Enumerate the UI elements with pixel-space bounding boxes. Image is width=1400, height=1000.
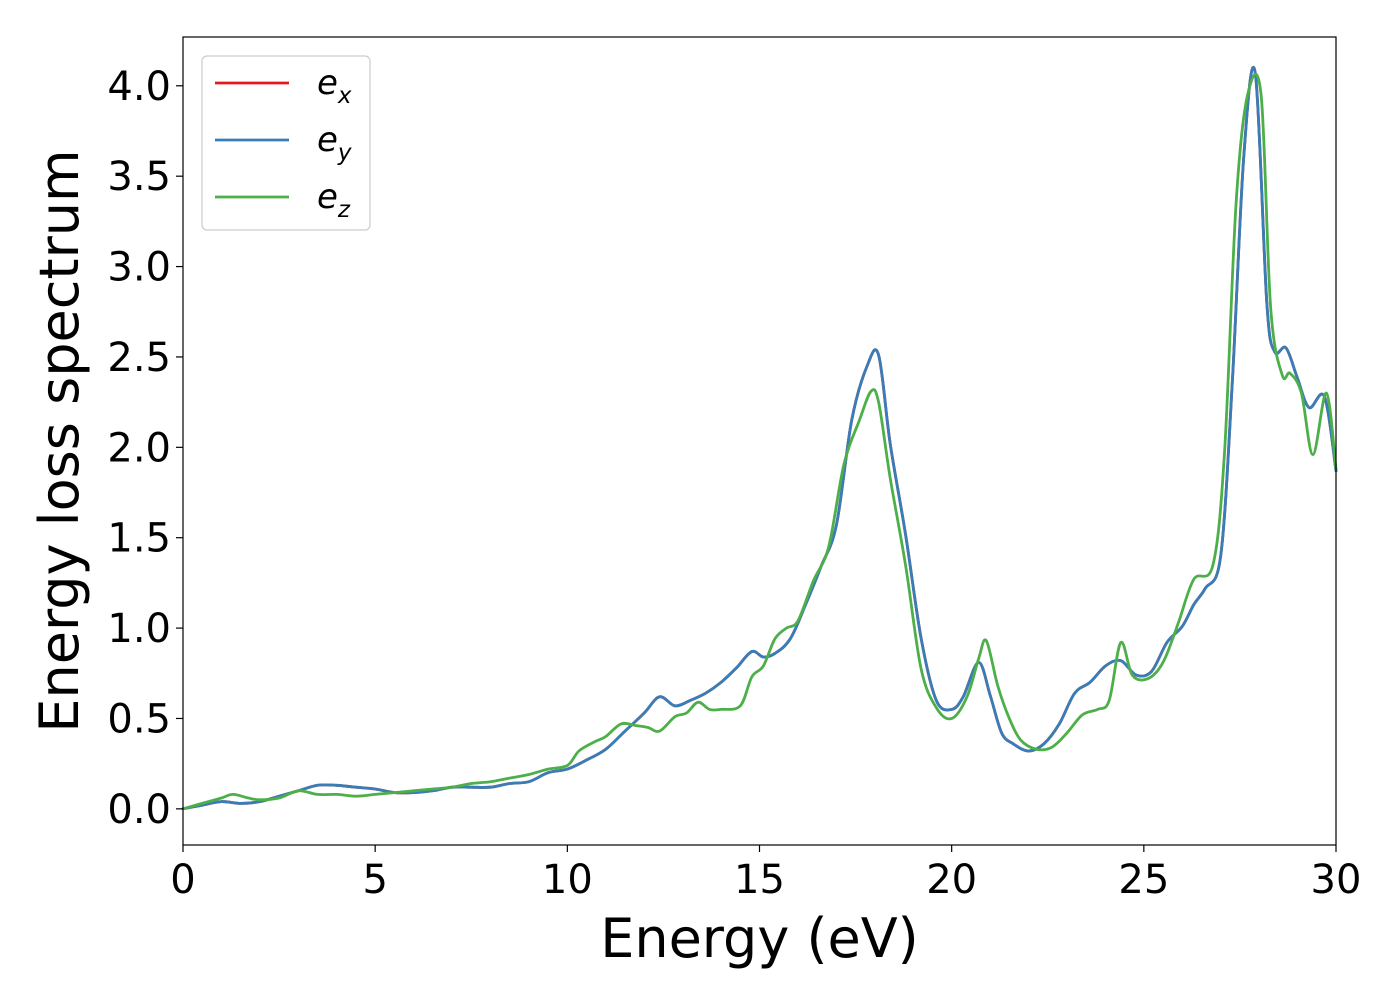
y-tick-label: 0.0 <box>107 787 171 833</box>
x-tick-label: 20 <box>926 857 977 903</box>
series-line-y <box>181 65 1338 811</box>
y-tick-label: 3.5 <box>107 154 171 200</box>
plot-area <box>183 37 1336 845</box>
series-lines <box>181 65 1338 811</box>
series-line-z <box>181 72 1338 811</box>
x-tick-label: 0 <box>170 857 195 903</box>
legend: ex ey ez <box>201 55 371 231</box>
x-tick-label: 25 <box>1118 857 1169 903</box>
x-axis-label: Energy (eV) <box>600 907 919 970</box>
legend-label-y: ey <box>317 120 352 166</box>
y-axis-ticks: 0.0 0.5 1.0 1.5 2.0 2.5 3.0 3.5 4.0 <box>107 64 183 833</box>
x-tick-label: 30 <box>1311 857 1362 903</box>
y-tick-label: 1.5 <box>107 516 171 562</box>
y-tick-label: 3.0 <box>107 245 171 291</box>
y-tick-label: 1.0 <box>107 606 171 652</box>
x-tick-label: 15 <box>734 857 785 903</box>
y-tick-label: 2.0 <box>107 425 171 471</box>
legend-box <box>201 55 371 231</box>
y-tick-label: 2.5 <box>107 335 171 381</box>
y-axis-label: Energy loss spectrum <box>28 149 91 732</box>
x-tick-label: 5 <box>362 857 387 903</box>
y-tick-label: 0.5 <box>107 696 171 742</box>
legend-label-x: ex <box>317 63 352 109</box>
y-tick-label: 4.0 <box>107 64 171 110</box>
legend-label-z: ez <box>317 177 351 223</box>
x-tick-label: 10 <box>542 857 593 903</box>
x-axis-ticks: 0 5 10 15 20 25 30 <box>170 845 1361 903</box>
